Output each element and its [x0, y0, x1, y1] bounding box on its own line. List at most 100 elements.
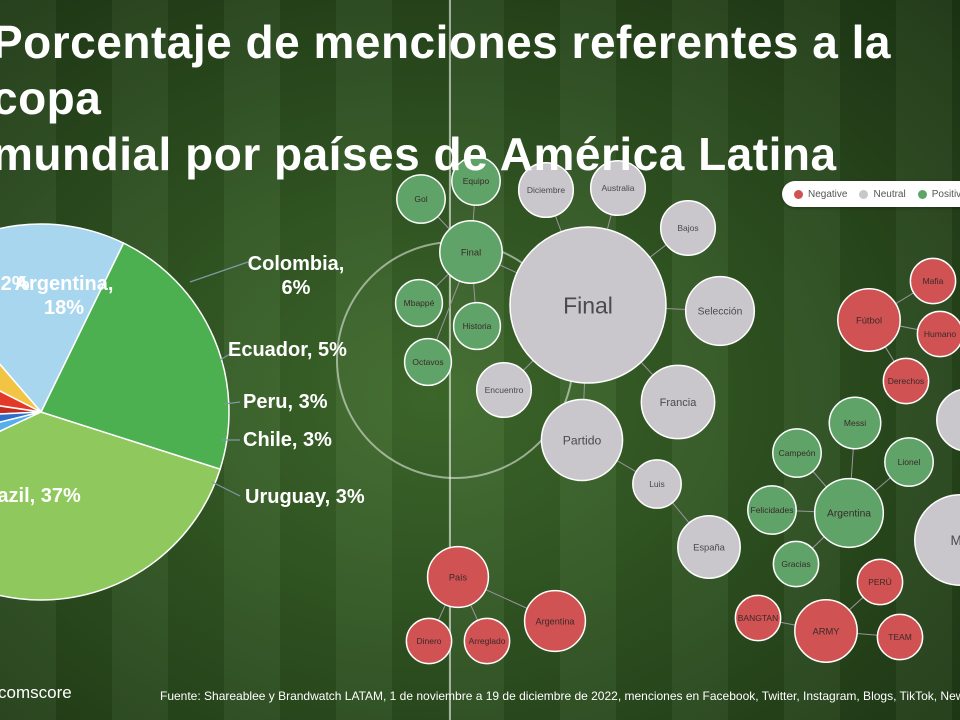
bubble-label: Final — [563, 292, 613, 318]
bubble-luis-neutral: Luis — [632, 459, 682, 509]
bubble-label: Bajos — [677, 223, 698, 233]
bubble-circle — [632, 459, 682, 509]
bubble-campeon-positive: Campeón — [772, 428, 822, 478]
bubble-circle — [884, 437, 934, 487]
bubble-label: Historia — [463, 321, 492, 331]
bubble-circle — [856, 558, 904, 606]
page-title: Porcentaje de menciones referentes a la … — [0, 16, 892, 180]
bubble-label: Arreglado — [469, 636, 506, 646]
pie-label-brazil: Brazil, 37% — [0, 485, 81, 507]
bubble-circle — [589, 159, 647, 217]
bubble-circle — [677, 515, 741, 579]
pie-slice-brazil — [0, 411, 222, 601]
bubble-circle — [772, 428, 822, 478]
positive-dot-icon — [917, 189, 927, 199]
bubble-circle — [909, 257, 957, 305]
bubble-circle — [451, 156, 501, 206]
bubble-circle — [772, 540, 820, 588]
bubble-label: Octavos — [412, 357, 443, 367]
bubble-label: ARMY — [812, 625, 840, 636]
bubble-peru-negative: PERÚ — [856, 558, 904, 606]
bubble-team-negative: TEAM — [876, 613, 924, 661]
bubble-label: Humano — [924, 329, 956, 339]
leader-line-uruguay — [211, 481, 241, 497]
bubble-label: Messi — [844, 418, 866, 428]
bubble-circle — [509, 226, 667, 384]
bubble-derechos-negative: Derechos — [882, 357, 930, 405]
bubble-felicidades-positive: Felicidades — [747, 485, 797, 535]
bubble-label: TEAM — [888, 632, 912, 642]
bubble-circle — [640, 364, 716, 440]
bubble-circle — [747, 485, 797, 535]
leader-line-colombia — [189, 261, 249, 283]
bubble-label: Mafia — [923, 276, 944, 286]
bubble-arreglado-negative: Arreglado — [463, 617, 511, 665]
bubble-pais-negative: País — [426, 545, 490, 609]
bubble-australia-neutral: Australia — [589, 159, 647, 217]
bubble-label: Australia — [601, 183, 634, 193]
legend-label-neutral: Neutral — [873, 188, 906, 200]
bubble-circle — [794, 599, 858, 663]
neutral-dot-icon — [859, 189, 869, 199]
bubble-label: País — [449, 572, 468, 582]
bubble-circle — [659, 199, 717, 257]
bubble-mafia-negative: Mafia — [909, 257, 957, 305]
bubble-label: Diciembre — [527, 185, 566, 195]
bubble-label: Derechos — [888, 376, 924, 386]
leader-line-ecuador — [219, 353, 231, 361]
bubble-futbol-negative: Fútbol — [837, 288, 901, 352]
bubble-partido-neutral: Partido — [540, 398, 624, 482]
bubble-final-positive: Final — [439, 220, 503, 284]
legend-item-negative: Negative — [794, 189, 847, 200]
bubble-bangtan-negative: BANGTAN — [734, 594, 782, 642]
bubble-circle — [684, 275, 756, 347]
bubble-label: Francia — [660, 397, 698, 409]
bubble-mbappe-positive: Mbappé — [394, 278, 444, 328]
pie-label-peru: Peru, 3% — [243, 391, 328, 413]
negative-dot-icon — [794, 189, 803, 199]
bubble-equipo-positive: Equipo — [451, 156, 501, 206]
bubble-label: PERÚ — [868, 577, 892, 587]
bubble-circle — [837, 288, 901, 352]
bubble-label: Luis — [649, 479, 665, 489]
bubble-messi-positive: Messi — [828, 396, 882, 450]
pie-label-colombia: Colombia, 6% — [248, 253, 345, 299]
pie-slice-argentina — [0, 223, 125, 414]
bubble-dinero-negative: Dinero — [405, 617, 453, 665]
bubble-seleccion-neutral: Selección — [684, 275, 756, 347]
bubble-encuentro-neutral: Encuentro — [475, 361, 533, 419]
bubble-circle — [523, 589, 587, 653]
bubble-label: Gracias — [781, 559, 810, 569]
bubble-circle — [475, 361, 533, 419]
pie-label-argentina: Argentina, 18% — [15, 273, 114, 319]
bubble-historia-positive: Historia — [452, 301, 502, 351]
bubble-label: Lionel — [898, 457, 921, 467]
bubble-circle — [936, 389, 960, 451]
bubble-gracias-positive: Gracias — [772, 540, 820, 588]
bubble-circle — [452, 301, 502, 351]
pie-label-uruguay: Uruguay, 3% — [245, 486, 365, 508]
bubble-chart: Final Partido Francia Selección Diciembre Aus… — [394, 156, 960, 665]
pie-label-mexico: México, 22% — [0, 273, 30, 295]
bubble-ar-neutral: Ar — [936, 389, 960, 451]
bubble-label: Argentina — [827, 509, 871, 520]
bubble-circle — [540, 398, 624, 482]
bubble-circle — [394, 278, 444, 328]
pie-slice-colombia — [0, 363, 42, 413]
pie-labels: Brazil, 37% México, 22%Argentina,18% Colom… — [0, 253, 365, 508]
bubble-circle — [396, 174, 446, 224]
bubble-circle — [882, 357, 930, 405]
bubble-francia-neutral: Francia — [640, 364, 716, 440]
bubble-label: Campeón — [779, 448, 816, 458]
bubble-lionel-positive: Lionel — [884, 437, 934, 487]
pie-chart — [0, 223, 230, 601]
legend-item-neutral: Neutral — [859, 188, 906, 200]
source-note: Fuente: Shareablee y Brandwatch LATAM, 1… — [160, 689, 960, 703]
pie-label-ecuador: Ecuador, 5% — [228, 339, 347, 361]
bubble-espana-neutral: España — [677, 515, 741, 579]
bubble-label: Final — [461, 246, 481, 257]
bubble-gol-positive: Gol — [396, 174, 446, 224]
bubble-circle — [828, 396, 882, 450]
legend-item-positive: Positive — [917, 189, 960, 200]
